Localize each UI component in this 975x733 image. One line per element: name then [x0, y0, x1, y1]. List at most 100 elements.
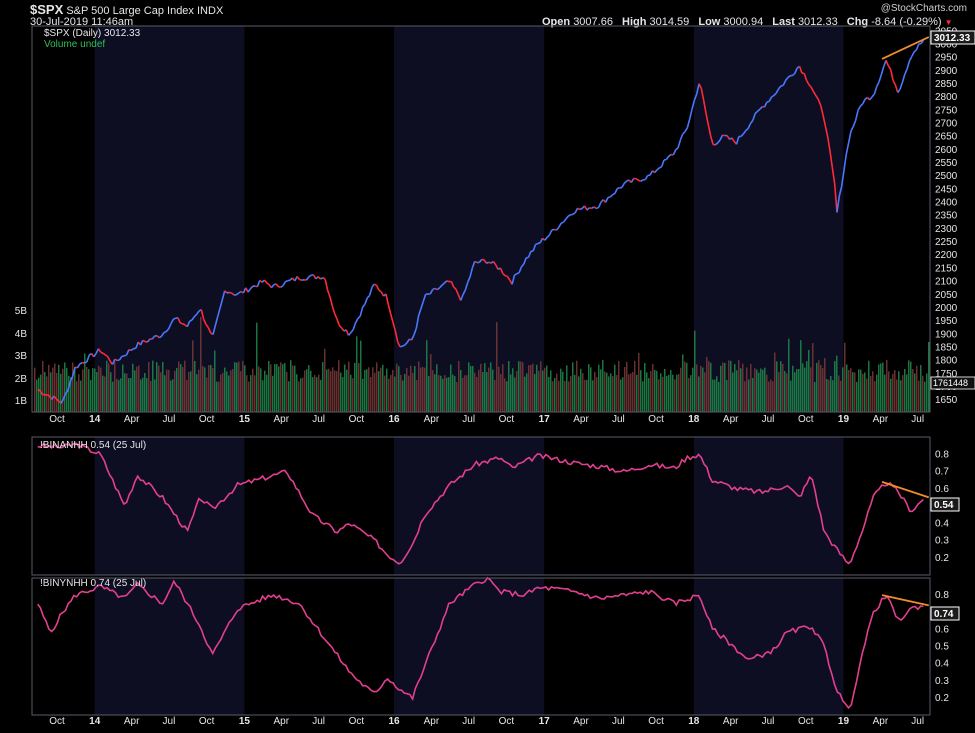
year-shade-band: [394, 437, 545, 575]
volume-bar: [406, 368, 408, 412]
price-segment: [229, 291, 232, 294]
volume-bar: [458, 360, 460, 412]
volume-bar: [728, 360, 730, 412]
volume-bar: [640, 370, 642, 412]
price-segment: [280, 284, 284, 288]
year-shade-band: [693, 437, 844, 575]
price-segment: [864, 96, 868, 100]
panel-frame: [31, 25, 931, 413]
price-segment: [766, 100, 770, 103]
price-segment: [156, 335, 160, 339]
volume-bar: [268, 360, 270, 412]
price-tick-label: 2400: [935, 198, 958, 209]
volume-bar: [182, 366, 184, 412]
price-segment: [121, 355, 125, 358]
volume-bar: [844, 342, 846, 412]
price-segment: [838, 186, 843, 197]
volume-bar: [546, 365, 548, 412]
volume-bar: [130, 377, 132, 412]
price-segment: [567, 214, 571, 217]
indicator1-series: [37, 442, 924, 565]
volume-bar: [688, 377, 690, 412]
price-segment: [871, 93, 875, 98]
volume-bar: [468, 362, 470, 412]
price-segment: [79, 361, 83, 365]
price-segment: [614, 188, 619, 194]
volume-bar: [882, 362, 884, 412]
price-segment: [441, 282, 445, 286]
price-segment: [649, 170, 654, 176]
price-segment: [852, 120, 857, 127]
volume-bar: [562, 371, 564, 412]
x-tick-label: Oct: [349, 716, 365, 727]
volume-bar: [558, 380, 560, 412]
price-segment: [273, 283, 277, 286]
volume-bar: [742, 363, 744, 412]
volume-bar: [536, 364, 538, 412]
price-segment: [453, 286, 457, 290]
volume-bar: [854, 372, 856, 412]
volume-bar: [476, 377, 478, 412]
volume-bar: [278, 366, 280, 412]
volume-bar: [918, 380, 920, 412]
price-segment: [170, 318, 174, 325]
volume-bar: [394, 376, 396, 412]
volume-bar: [342, 377, 344, 412]
chg-label: Chg: [846, 16, 869, 28]
price-segment: [698, 83, 703, 90]
volume-bar: [668, 374, 670, 412]
volume-bar: [626, 361, 628, 412]
volume-bar: [564, 381, 566, 412]
price-segment: [317, 276, 322, 280]
price-segment: [691, 99, 696, 110]
price-segment: [483, 259, 488, 264]
volume-bar: [368, 367, 370, 412]
price-segment: [668, 153, 672, 157]
volume-bar: [628, 374, 630, 412]
price-segment: [396, 341, 401, 348]
volume-bar: [606, 372, 608, 412]
price-tick-label: 2050: [935, 290, 958, 301]
volume-bar: [384, 375, 386, 412]
price-segment: [819, 105, 824, 115]
price-segment: [322, 277, 326, 280]
volume-bar: [858, 369, 860, 412]
x-tick-label: Jul: [762, 414, 775, 425]
price-segment: [829, 150, 834, 168]
price-segment: [37, 388, 41, 392]
volume-bar: [644, 363, 646, 412]
volume-tick-label: 2B: [15, 374, 28, 385]
volume-bars: [34, 316, 930, 412]
indicator2-value-label: 0.74: [934, 609, 954, 620]
price-segment: [193, 313, 198, 318]
price-segment: [875, 81, 880, 88]
volume-bar: [162, 361, 164, 412]
volume-bar: [880, 363, 882, 412]
price-segment: [787, 75, 791, 79]
volume-bar: [746, 367, 748, 412]
price-segment: [677, 139, 682, 149]
price-segment: [202, 318, 207, 325]
volume-bar: [412, 372, 414, 412]
volume-bar: [84, 353, 86, 412]
x-tick-label: 14: [89, 716, 101, 727]
price-tick-label: 2300: [935, 224, 958, 235]
panel-frame: [31, 436, 931, 576]
volume-bar: [916, 365, 918, 412]
volume-bar: [380, 367, 382, 412]
volume-bar: [884, 374, 886, 412]
volume-bar: [170, 380, 172, 412]
volume-bar: [744, 381, 746, 412]
volume-bar: [840, 380, 842, 412]
price-segment: [392, 322, 397, 331]
x-tick-label: Oct: [349, 414, 365, 425]
x-tick-label: Oct: [199, 716, 215, 727]
volume-bar: [416, 379, 418, 412]
price-segment: [60, 398, 65, 404]
volume-bar: [68, 375, 70, 412]
price-segment: [742, 130, 747, 135]
price-series: [37, 39, 925, 404]
price-segment: [544, 236, 548, 241]
volume-bar: [48, 364, 50, 412]
